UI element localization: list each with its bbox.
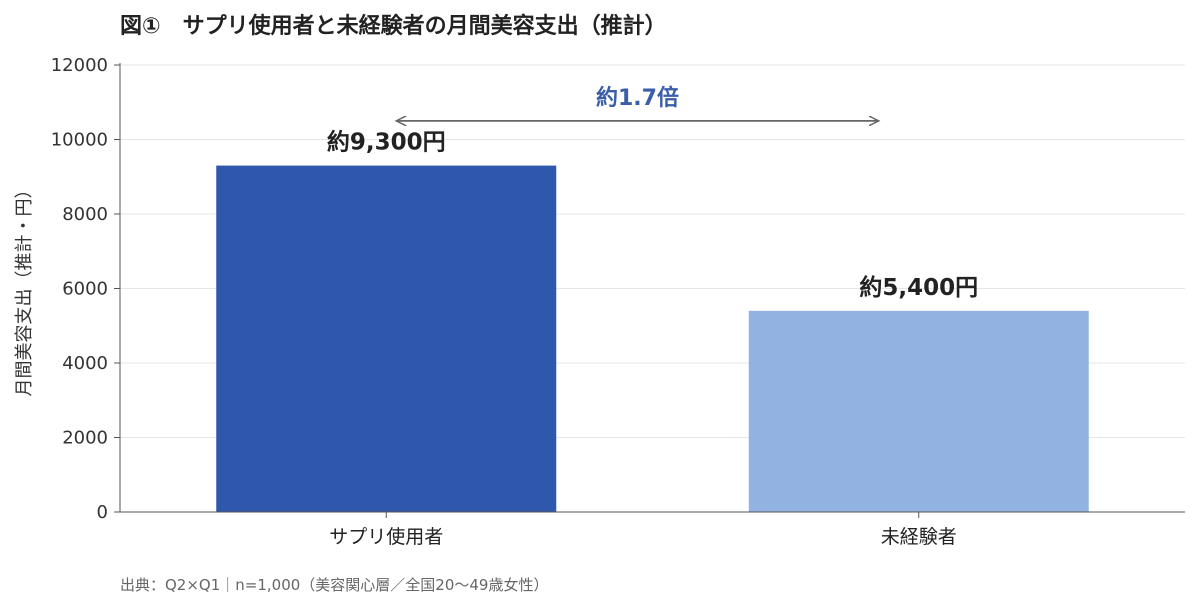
x-tick-label: サプリ使用者 — [329, 526, 443, 548]
y-tick-label: 12000 — [51, 55, 108, 76]
y-tick-label: 2000 — [62, 428, 108, 449]
y-tick-label: 8000 — [62, 204, 108, 225]
axes — [114, 63, 1185, 518]
bar-2 — [748, 310, 1089, 512]
data-label: 約5,400円 — [859, 274, 978, 301]
bar-1 — [216, 165, 557, 512]
source-note: 出典：Q2×Q1｜n=1,000（美容関心層／全国20〜49歳女性） — [120, 576, 549, 594]
y-axis-label: 月間美容支出（推計・円） — [14, 181, 35, 397]
y-tick-label: 10000 — [51, 130, 108, 151]
y-tick-label: 0 — [97, 502, 108, 523]
data-label: 約9,300円 — [327, 129, 446, 156]
ratio-annotation: 約1.7倍 — [596, 85, 679, 111]
chart-title: 図① サプリ使用者と未経験者の月間美容支出（推計） — [120, 14, 667, 39]
y-tick-label: 6000 — [62, 279, 108, 300]
x-tick-label: 未経験者 — [881, 526, 957, 548]
bars — [216, 165, 1089, 512]
labels: 0 2000 4000 6000 8000 10000 12000 月間美容支出（推計・円） サ… — [14, 55, 978, 548]
y-tick-label: 4000 — [62, 353, 108, 374]
